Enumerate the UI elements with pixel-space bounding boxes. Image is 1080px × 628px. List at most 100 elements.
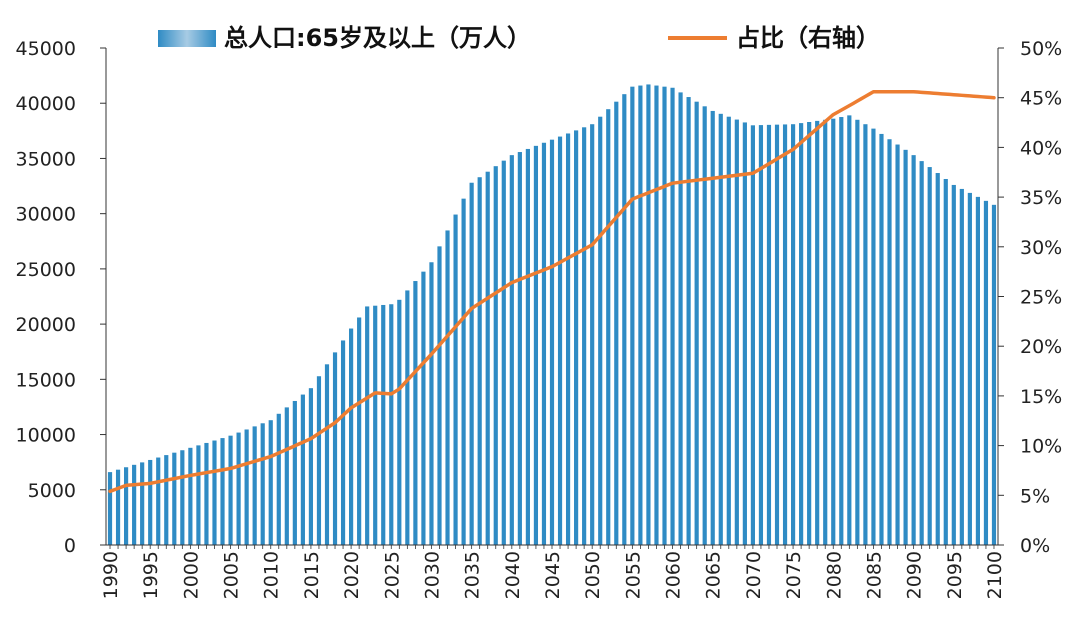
bar-1994	[140, 462, 145, 545]
bar-2065	[710, 110, 715, 545]
bar-2027	[405, 290, 410, 545]
bar-2016	[316, 376, 322, 545]
left-axis-label: 0	[64, 535, 76, 557]
bar-2081	[839, 117, 844, 545]
chart-axes: 0 5000 10000 15000 20000 25000 30000 35000 40000…	[16, 38, 1063, 599]
left-axis-label: 15000	[16, 369, 76, 391]
bar-2089	[903, 149, 908, 545]
bar-2079	[823, 119, 828, 545]
bar-2026	[397, 299, 402, 545]
bar-2082	[847, 115, 852, 546]
bar-2092	[927, 167, 932, 545]
right-axis-label: 35%	[1020, 187, 1062, 209]
bar-2050	[590, 124, 595, 546]
bar-2073	[774, 124, 780, 546]
bar-2041	[517, 152, 522, 546]
left-axis-label: 5000	[28, 480, 76, 502]
bar-2062	[686, 97, 691, 545]
bar-2043	[533, 145, 539, 545]
bar-2037	[485, 171, 490, 545]
bar-2014	[300, 394, 305, 545]
bar-2066	[718, 113, 723, 545]
bar-2036	[477, 177, 482, 545]
bar-2045	[549, 139, 555, 546]
bar-2030	[429, 262, 434, 545]
x-axis-label: 2005	[221, 551, 243, 599]
bar-2018	[332, 352, 338, 545]
bar-2091	[919, 161, 924, 545]
bar-2069	[742, 122, 747, 545]
legend-line-label: 占比（右轴）	[736, 24, 880, 52]
legend-bar-swatch	[158, 30, 216, 47]
left-axis-label: 20000	[16, 314, 76, 336]
bar-2034	[461, 198, 466, 545]
bar-2094	[943, 178, 948, 546]
x-axis-label: 2000	[180, 551, 202, 599]
bar-2000	[188, 447, 193, 545]
bar-2070	[750, 125, 755, 545]
x-axis-label: 2015	[301, 551, 323, 599]
bar-1990	[107, 472, 113, 545]
bar-2100	[991, 204, 997, 545]
bar-1999	[180, 450, 185, 545]
bar-2064	[702, 106, 707, 545]
share-line	[108, 89, 996, 494]
bar-2021	[357, 317, 362, 545]
bar-2028	[413, 281, 418, 545]
left-axis-label: 30000	[16, 204, 76, 226]
bar-2068	[734, 119, 739, 545]
bar-2063	[694, 101, 699, 546]
line-series-share	[108, 89, 996, 494]
bar-2067	[726, 116, 731, 545]
right-axis-label: 15%	[1020, 386, 1062, 408]
bar-2031	[437, 246, 442, 546]
bar-2052	[606, 109, 611, 545]
x-axis-label: 2045	[542, 551, 564, 599]
bar-2040	[509, 155, 514, 545]
left-axis-label: 10000	[16, 425, 76, 447]
bar-2083	[855, 119, 860, 545]
right-axis-label: 0%	[1020, 535, 1050, 557]
bar-2004	[220, 438, 225, 545]
legend-bar-label: 总人口:65岁及以上（万人）	[224, 24, 531, 52]
bar-2025	[389, 304, 394, 545]
bar-2086	[879, 133, 884, 545]
x-axis-label: 2010	[261, 551, 283, 599]
bar-2015	[308, 388, 314, 545]
bar-2061	[678, 92, 683, 546]
x-axis-label: 2030	[421, 551, 443, 599]
bar-1992	[124, 467, 129, 545]
bar-2056	[638, 85, 643, 546]
bar-2060	[670, 87, 675, 545]
bar-2084	[863, 124, 868, 546]
bar-2005	[228, 435, 233, 545]
bar-2051	[598, 116, 603, 545]
bar-2011	[276, 413, 281, 545]
x-axis-label: 2025	[381, 551, 403, 599]
bar-2024	[381, 304, 386, 545]
bar-2059	[662, 86, 667, 545]
x-axis-label: 2085	[863, 551, 885, 599]
bar-2044	[541, 142, 547, 545]
left-axis-label: 45000	[16, 38, 76, 60]
right-axis-label: 25%	[1020, 287, 1062, 309]
bar-2055	[630, 86, 635, 545]
x-axis-label: 2035	[462, 551, 484, 599]
bar-2032	[445, 230, 450, 545]
bar-1993	[132, 464, 137, 545]
left-axis-label: 35000	[16, 148, 76, 170]
bar-2076	[799, 123, 804, 545]
bar-2095	[951, 184, 956, 545]
bar-2085	[871, 128, 876, 545]
x-axis-label: 1995	[140, 551, 162, 599]
bar-2057	[646, 84, 651, 545]
bar-2022	[365, 306, 370, 545]
bar-2008	[252, 426, 257, 545]
bar-2093	[935, 173, 940, 545]
bar-2029	[421, 271, 426, 545]
bar-2009	[260, 423, 265, 545]
bar-2001	[196, 445, 201, 545]
x-axis-label: 1990	[100, 551, 122, 599]
x-axis-label: 2080	[823, 551, 845, 599]
